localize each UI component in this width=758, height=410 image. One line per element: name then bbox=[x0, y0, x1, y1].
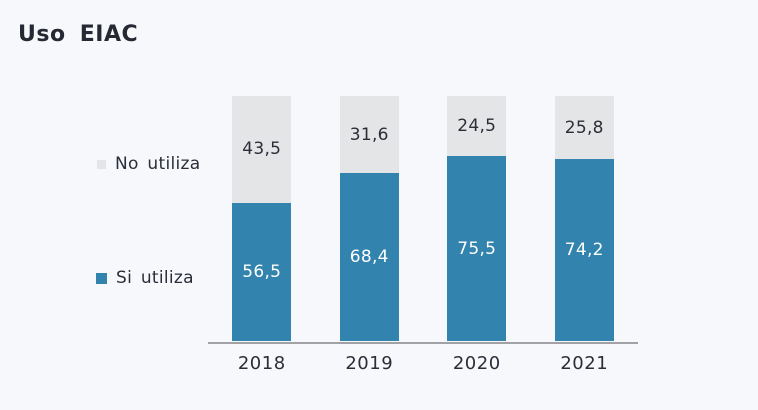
x-axis-label-2018: 2018 bbox=[237, 353, 286, 374]
bar-segment-no-utiliza-2019[interactable]: 31,6 bbox=[339, 96, 399, 174]
bar-2018: 43,5 56,5 bbox=[232, 96, 292, 341]
x-axis-line bbox=[208, 342, 638, 344]
legend-label-no-utiliza: No utiliza bbox=[115, 154, 201, 174]
x-axis-label-2019: 2019 bbox=[345, 353, 394, 374]
legend-label-si-utiliza: Si utiliza bbox=[116, 268, 194, 288]
legend-swatch-si-utiliza-icon bbox=[96, 272, 107, 284]
legend-item-no-utiliza[interactable]: No utiliza bbox=[97, 154, 200, 174]
x-axis-label-2020: 2020 bbox=[452, 353, 501, 374]
bar-segment-si-utiliza-2018[interactable]: 56,5 bbox=[232, 202, 292, 341]
bar-segment-no-utiliza-2020[interactable]: 24,5 bbox=[447, 96, 507, 157]
bar-2020: 24,5 75,5 bbox=[447, 96, 507, 341]
x-axis-label-2021: 2021 bbox=[560, 353, 609, 374]
legend-item-si-utiliza[interactable]: Si utiliza bbox=[96, 268, 194, 288]
bar-segment-no-utiliza-2018[interactable]: 43,5 bbox=[232, 96, 292, 203]
bar-segment-si-utiliza-2019[interactable]: 68,4 bbox=[339, 173, 399, 341]
bar-segment-si-utiliza-2021[interactable]: 74,2 bbox=[554, 159, 614, 341]
bar-segment-si-utiliza-2020[interactable]: 75,5 bbox=[447, 156, 507, 341]
chart-title: Uso EIAC bbox=[18, 22, 139, 47]
bar-segment-no-utiliza-2021[interactable]: 25,8 bbox=[554, 96, 614, 160]
bar-2019: 31,6 68,4 bbox=[339, 96, 399, 341]
legend-swatch-no-utiliza-icon bbox=[97, 159, 106, 169]
bar-2021: 25,8 74,2 bbox=[554, 96, 614, 341]
